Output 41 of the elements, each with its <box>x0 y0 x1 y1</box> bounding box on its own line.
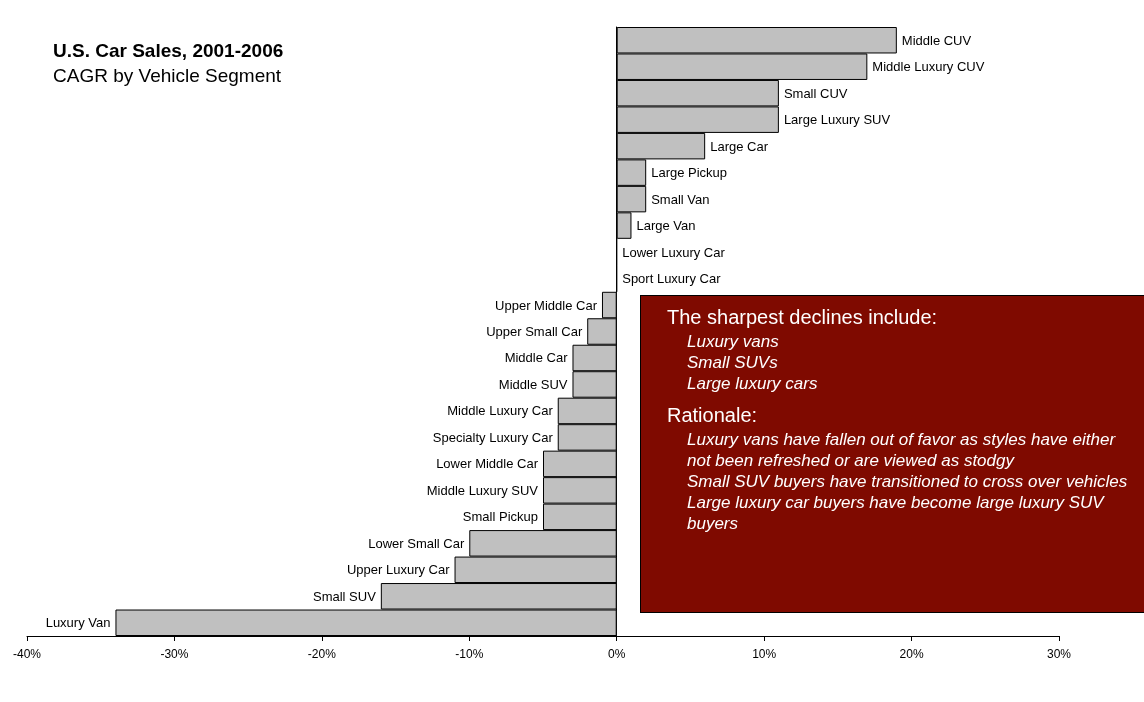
x-tick-label: -20% <box>307 647 337 661</box>
x-tick-label: 0% <box>608 647 626 661</box>
annotation: Large luxury cars <box>687 373 819 394</box>
y-tick-label: Small Pickup <box>462 509 538 525</box>
y-tick-label: Large Car <box>710 138 769 154</box>
y-tick-label: Luxury Van <box>45 615 111 631</box>
y-tick-label: Large Pickup <box>651 165 728 181</box>
y-tick-label: Sport Luxury Car <box>622 271 722 287</box>
y-tick-label: Small CUV <box>783 85 848 101</box>
annotation: Small SUV buyers have transitioned to cross over vehicles <box>687 471 1129 492</box>
x-tick-label: 30% <box>1046 647 1072 661</box>
y-tick-label: Lower Middle Car <box>436 456 539 472</box>
text: U.S. Car Sales, 2001-2006 <box>53 40 284 61</box>
y-tick-label: Small SUV <box>312 588 377 604</box>
y-tick-label: Middle Luxury SUV <box>426 482 539 498</box>
y-tick-label: Middle Luxury Car <box>447 403 554 419</box>
y-tick-label: Middle SUV <box>498 376 568 392</box>
y-tick-label: Middle CUV <box>901 32 972 48</box>
annotation: The sharpest declines include: <box>667 306 939 329</box>
y-tick-label: Middle Car <box>504 350 569 366</box>
annotation: Rationale: <box>667 404 759 427</box>
y-tick-label: Large Luxury SUV <box>783 112 891 128</box>
y-tick-label: Specialty Luxury Car <box>432 429 554 445</box>
text: CAGR by Vehicle Segment <box>53 65 282 86</box>
y-tick-label: Upper Middle Car <box>495 297 598 313</box>
annotation: Luxury vans <box>687 331 780 352</box>
x-tick-label: -10% <box>455 647 484 661</box>
y-tick-label: Lower Small Car <box>368 535 465 551</box>
x-tick-label: 20% <box>899 647 924 661</box>
x-tick-label: -30% <box>160 647 189 661</box>
y-tick-label: Lower Luxury Car <box>622 244 726 260</box>
x-tick-label: -40% <box>12 647 42 661</box>
y-tick-label: Large Van <box>636 218 696 234</box>
annotation: Luxury vans have fallen out of favor as styles have either not been refreshed or are viewed as stodgy <box>687 429 1117 471</box>
annotation: Large luxury car buyers have become large luxury SUV buyers <box>687 492 1106 534</box>
y-tick-label: Upper Luxury Car <box>346 562 451 578</box>
y-tick-label: Upper Small Car <box>486 324 583 339</box>
y-tick-label: Middle Luxury CUV <box>872 59 985 75</box>
annotation: Small SUVs <box>687 352 779 373</box>
x-tick-label: 10% <box>752 647 777 661</box>
y-tick-label: Small Van <box>651 191 710 207</box>
